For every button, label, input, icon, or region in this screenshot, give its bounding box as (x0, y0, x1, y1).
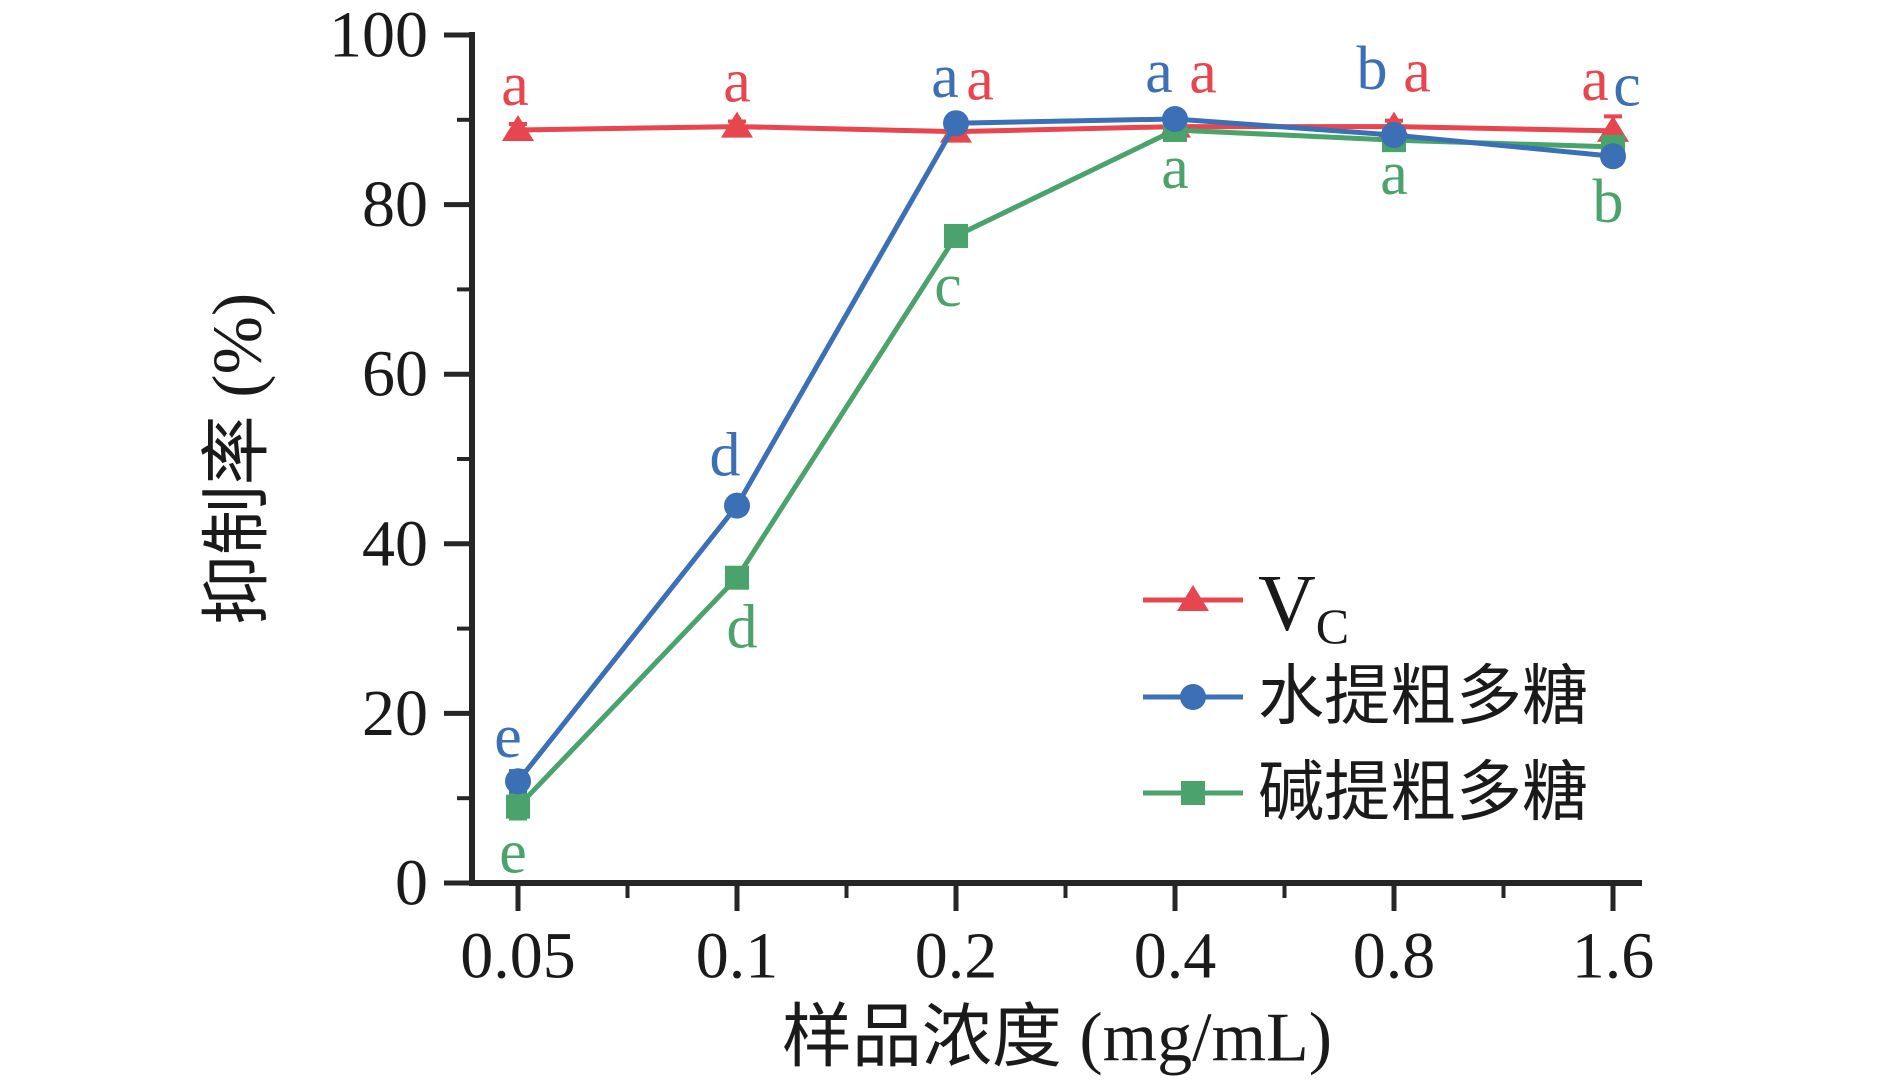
square-marker (944, 223, 968, 248)
circle-marker (724, 492, 750, 519)
x-tick-label: 0.2 (915, 920, 998, 993)
sig-letter: d (710, 422, 741, 490)
sig-letter: a (1581, 46, 1609, 114)
circle-marker (1162, 105, 1188, 132)
square-marker (725, 565, 749, 590)
sig-letter: c (1613, 51, 1641, 119)
x-tick-label: 1.6 (1572, 920, 1655, 993)
circle-marker (1180, 684, 1206, 710)
sig-letter: a (931, 43, 959, 111)
data-series (502, 105, 1629, 821)
x-tick-label: 0.8 (1353, 920, 1436, 993)
x-tick-label: 0.1 (696, 920, 779, 993)
series-line (517, 124, 1614, 135)
circle-marker (505, 768, 531, 795)
series-water-extract (505, 105, 1626, 795)
sig-letter: b (1357, 35, 1388, 103)
sig-letter: c (934, 252, 962, 320)
y-tick-label: 100 (329, 0, 428, 72)
sig-letter: a (1403, 38, 1431, 106)
x-tick-label: 0.05 (460, 920, 576, 993)
y-tick-label: 80 (362, 168, 428, 241)
y-axis-title: 抑制率 (%) (200, 293, 277, 625)
legend-item: VC (1143, 560, 1349, 654)
sig-letter: a (1145, 38, 1173, 106)
y-tick-label: 60 (362, 338, 428, 411)
legend-label: 水提粗多糖 (1258, 661, 1588, 734)
legend-item: 碱提粗多糖 (1143, 757, 1588, 830)
x-tick-label: 0.4 (1134, 920, 1217, 993)
sig-letter: d (727, 594, 758, 662)
sig-letter: a (723, 48, 751, 116)
sig-letter: a (1161, 134, 1189, 202)
y-tick-label: 20 (362, 677, 428, 750)
legend-item: 水提粗多糖 (1143, 661, 1588, 734)
square-marker (506, 794, 530, 819)
sig-letter: e (499, 819, 527, 887)
x-axis-title: 样品浓度 (mg/mL) (782, 1000, 1332, 1077)
square-marker (1181, 781, 1205, 805)
legend-label: 碱提粗多糖 (1258, 757, 1588, 830)
y-tick-label: 40 (362, 507, 428, 580)
legend-label: VC (1258, 560, 1349, 654)
circle-marker (1381, 122, 1407, 149)
axes: 0 20 40 60 80 100 0.05 0.1 0.2 0.4 0.8 1.6 样品浓度 (mg/… (200, 0, 1655, 1077)
sig-letter: b (1593, 168, 1624, 236)
series-line (516, 127, 1614, 809)
sig-letter: a (1189, 39, 1217, 107)
series-line (516, 116, 1614, 783)
triangle-marker (1177, 585, 1209, 611)
circle-marker (1600, 143, 1626, 170)
sig-letter: e (494, 703, 522, 771)
triangle-marker (721, 111, 753, 138)
sig-letter: a (501, 51, 529, 119)
y-tick-label: 0 (395, 847, 428, 920)
triangle-marker (502, 114, 534, 141)
sig-letter: a (966, 46, 994, 114)
sig-letter: a (1380, 140, 1408, 208)
circle-marker (943, 110, 969, 137)
